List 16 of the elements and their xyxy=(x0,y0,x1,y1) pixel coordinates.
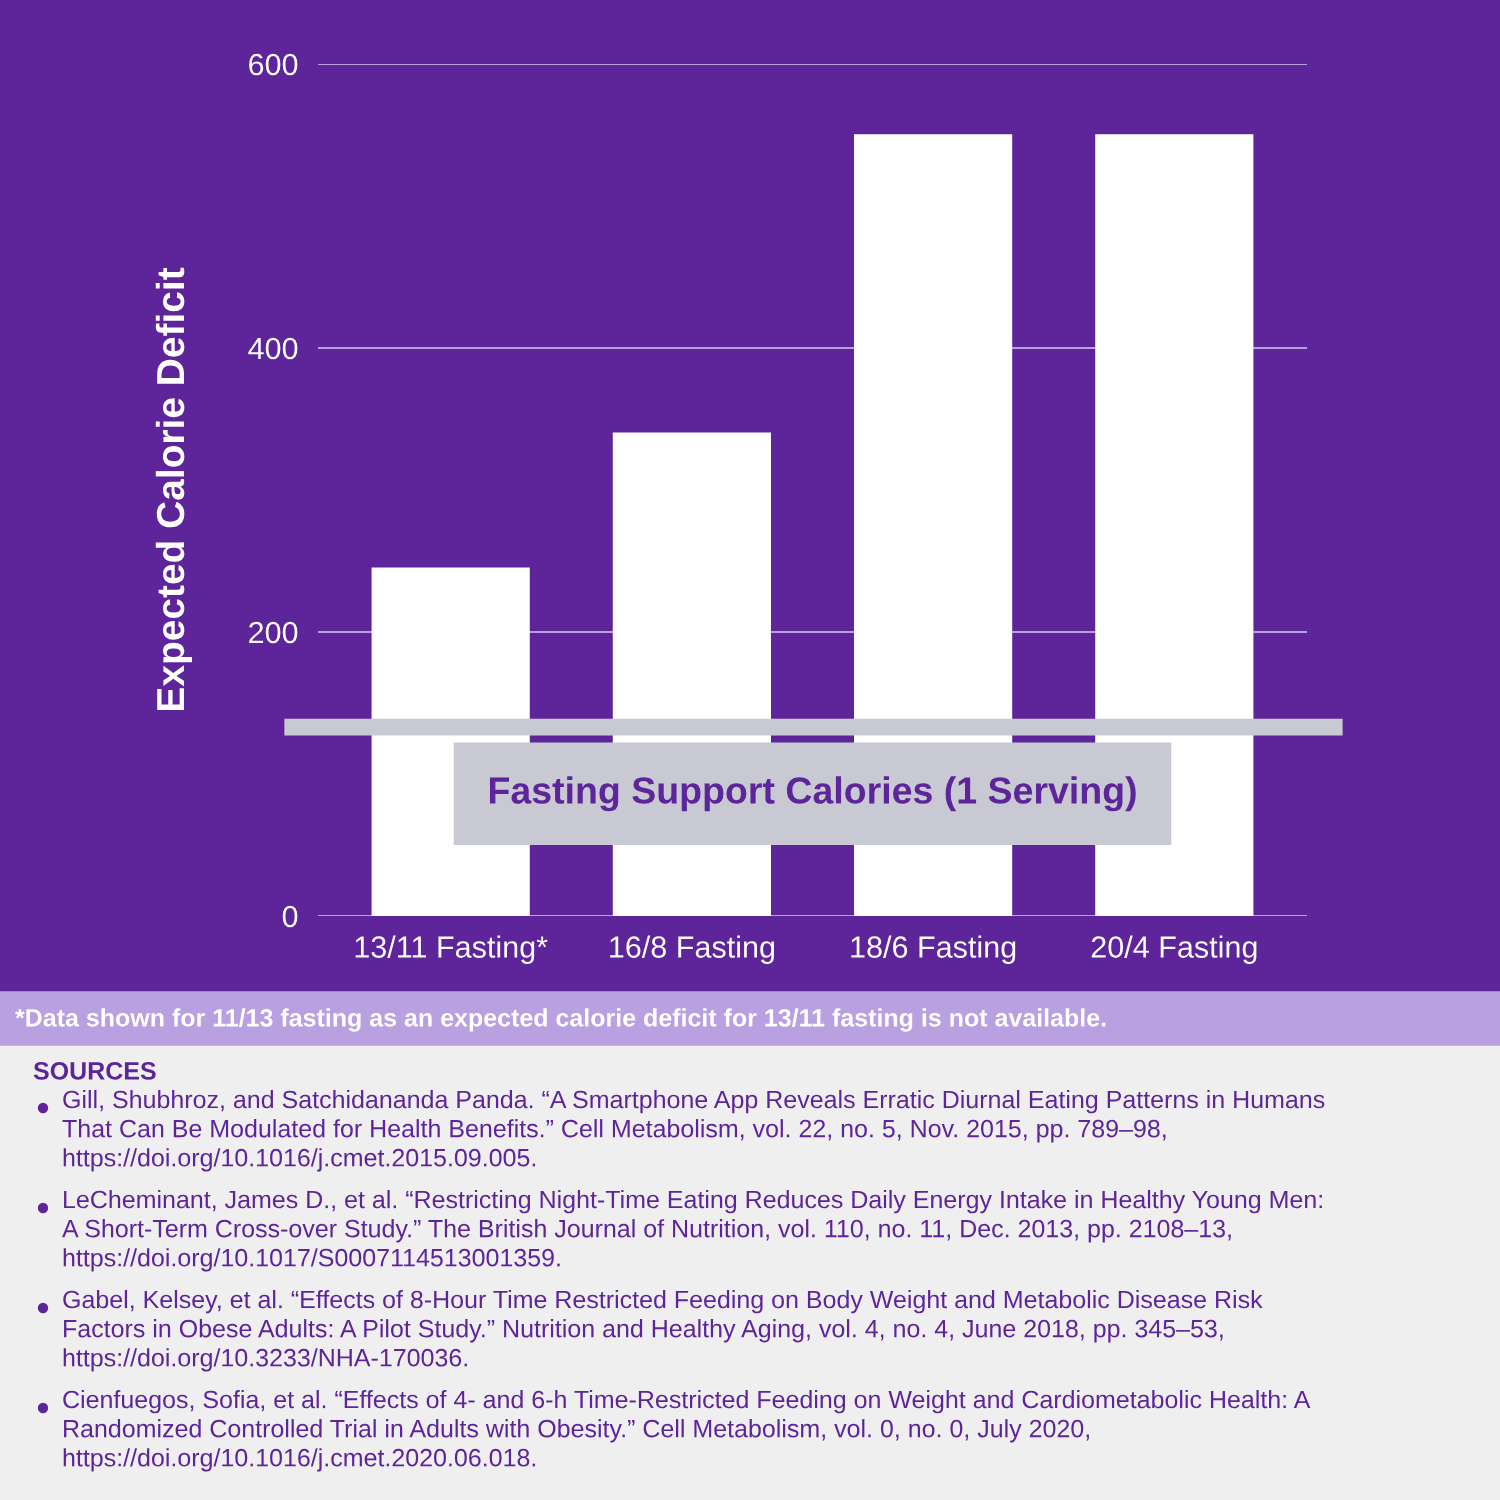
x-tick-label: 16/8 Fasting xyxy=(610,935,775,964)
x-tick-label: 20/4 Fasting xyxy=(1091,935,1257,964)
y-tick-label: 600 xyxy=(249,53,298,76)
text: SOURCES xyxy=(33,1062,156,1080)
text: Cienfuegos, Sofia, et al. “Effects of 4- and 6-h Time-Restricted Feeding on Weight and Cardiometabolic Health: A Randomized Controlled Trial in Adults with Obesity.” Cell Metabolism, vol. 0, no. 0, July 2020, https://doi.org/10.1016/j.cmet.2020.06.018. xyxy=(63,1390,1311,1472)
text: *Data shown for 11/13 fasting as an expected calorie deficit for 13/11 fasting is not available. xyxy=(15,1008,1106,1032)
text: Gill, Shubhroz, and Satchidananda Panda. “A Smartphone App Reveals Erratic Diurnal Eating Patterns in Humans That Can Be Modulated for Health Benefits.” Cell Metabolism, vol. 22, no. 5, Nov. 2015, pp. 789–98, https://doi.org/10.1016/j.cmet.2015.09.005. xyxy=(62,1090,1325,1172)
text: Gabel, Kelsey, et al. “Effects of 8-Hour Time Restricted Feeding on Body Weight and Metabolic Disease Risk Factors in Obese Adults: A Pilot Study.” Nutrition and Healthy Aging, vol. 4, no. 4, June 2018, pp. 345–53, https://doi.org/10.3233/NHA-170036. xyxy=(63,1290,1263,1372)
y-tick-label: 0 xyxy=(282,905,298,928)
y-axis-title: Expected Calorie Deficit xyxy=(155,267,193,710)
x-tick-label: 18/6 Fasting xyxy=(851,935,1016,964)
ref-line-label: Fasting Support Calories (1 Serving) xyxy=(489,776,1136,812)
x-tick-label: 13/11 Fasting* xyxy=(355,935,548,964)
y-tick-label: 200 xyxy=(249,621,298,644)
text: LeCheminant, James D., et al. “Restricting Night-Time Eating Reduces Daily Energy Intake in Healthy Young Men: A Short-Term Cross-over Study.” The British Journal of Nutrition, vol. 110, no. 11, Dec. 2013, pp. 2108–13, https://doi.org/10.1017/S0007114513001359. xyxy=(62,1190,1322,1272)
y-tick-label: 400 xyxy=(248,337,298,360)
